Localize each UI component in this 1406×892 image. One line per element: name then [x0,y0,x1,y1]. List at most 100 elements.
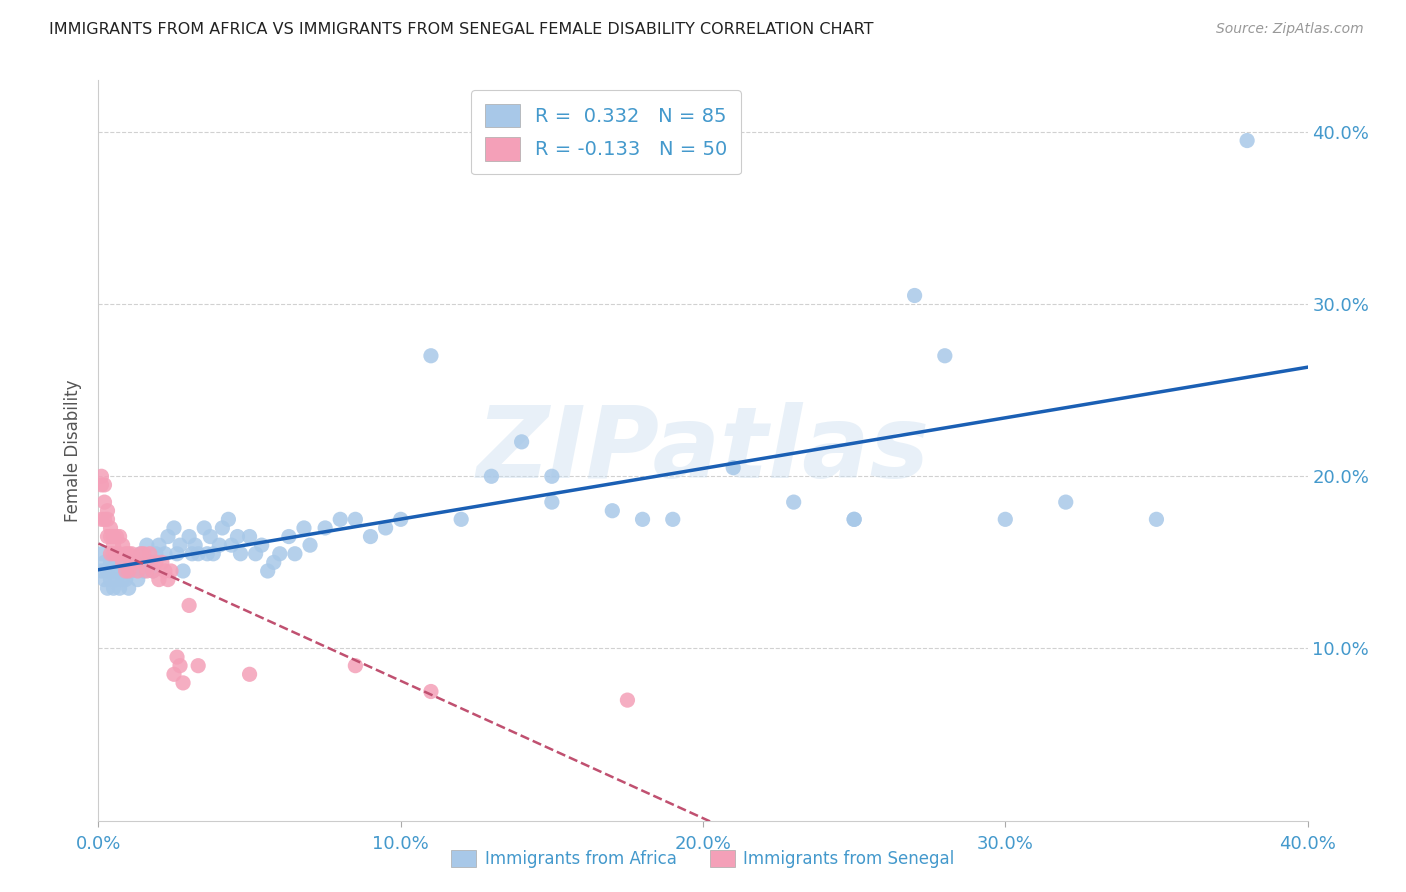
Point [934,349,956,363]
Point [389,512,412,526]
Point [994,512,1017,526]
Point [208,538,231,552]
Point [124,555,146,569]
Point [226,530,249,544]
Point [96,581,118,595]
Point [179,599,201,613]
Point [245,547,267,561]
Point [250,538,273,552]
Point [111,555,134,569]
Point [187,547,209,561]
Point [142,564,165,578]
Point [114,564,136,578]
Point [314,521,336,535]
Point [193,521,215,535]
Point [783,495,806,509]
Point [263,555,285,569]
Point [163,667,186,681]
Point [127,573,149,587]
Point [169,538,191,552]
Point [121,564,143,578]
Point [135,564,157,578]
Point [127,564,149,578]
Point [103,564,125,578]
Point [239,530,262,544]
Point [96,504,118,518]
Legend: R =  0.332   N = 85, R = -0.133   N = 50: R = 0.332 N = 85, R = -0.133 N = 50 [471,90,741,175]
Point [329,512,352,526]
Point [111,538,134,552]
Point [160,564,183,578]
Point [121,555,143,569]
Point [211,521,233,535]
Point [105,530,128,544]
Point [142,564,165,578]
Point [96,512,118,526]
Y-axis label: Female Disability: Female Disability [65,379,83,522]
Point [90,564,112,578]
Point [221,538,243,552]
Point [420,349,443,363]
Point [450,512,472,526]
Point [540,495,562,509]
Point [156,530,179,544]
Point [100,555,122,569]
Point [195,547,218,561]
Point [163,521,186,535]
Point [105,573,128,587]
Point [148,538,170,552]
Point [148,573,170,587]
Point [105,547,128,561]
Point [111,555,134,569]
Text: IMMIGRANTS FROM AFRICA VS IMMIGRANTS FROM SENEGAL FEMALE DISABILITY CORRELATION : IMMIGRANTS FROM AFRICA VS IMMIGRANTS FRO… [49,22,873,37]
Point [100,547,122,561]
Point [616,693,638,707]
Point [111,573,134,587]
Point [1236,134,1258,148]
Point [90,512,112,526]
Point [277,530,299,544]
Point [135,538,157,552]
Point [181,547,204,561]
Point [124,555,146,569]
Point [96,530,118,544]
Point [105,555,128,569]
Point [118,564,141,578]
Point [153,564,176,578]
Point [156,573,179,587]
Point [114,547,136,561]
Point [145,555,167,569]
Point [108,547,131,561]
Point [118,555,141,569]
Point [344,658,367,673]
Point [269,547,291,561]
Point [284,547,307,561]
Point [129,547,152,561]
Point [172,564,194,578]
Point [217,512,239,526]
Point [481,469,503,483]
Point [90,469,112,483]
Point [1144,512,1167,526]
Point [374,521,396,535]
Point [129,547,152,561]
Point [100,521,122,535]
Point [661,512,683,526]
Text: Source: ZipAtlas.com: Source: ZipAtlas.com [1216,22,1364,37]
Point [100,573,122,587]
Point [108,564,131,578]
Point [631,512,654,526]
Point [510,434,533,449]
Point [292,521,315,535]
Point [103,581,125,595]
Point [121,547,143,561]
Point [844,512,866,526]
Point [118,581,141,595]
Point [132,547,155,561]
Point [90,547,112,561]
Point [184,538,207,552]
Point [90,478,112,492]
Point [202,547,225,561]
Point [93,573,115,587]
Point [114,564,136,578]
